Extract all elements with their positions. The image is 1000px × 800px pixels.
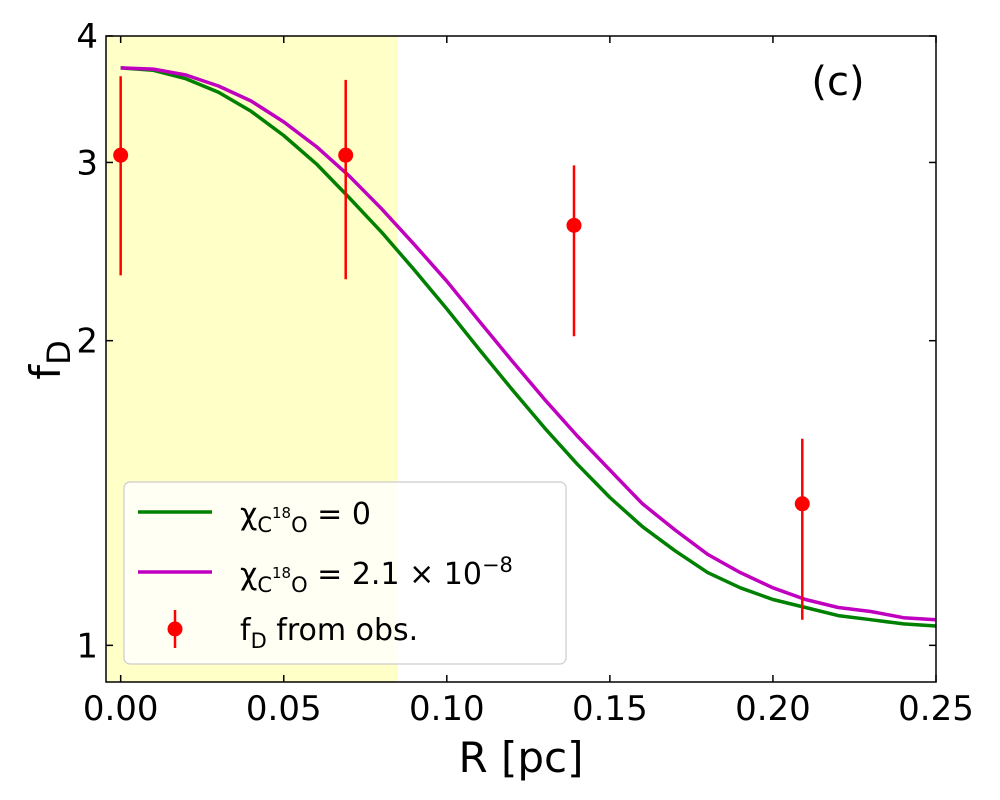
obs-point-2	[566, 217, 582, 233]
series-line-1	[120, 66, 937, 622]
y-axis-label: fD	[21, 340, 78, 379]
curves	[120, 66, 937, 628]
x-tick-label-2: 0.10	[409, 689, 485, 729]
svg-text:fD: fD	[21, 340, 78, 379]
legend: χC18O = 0 χC18O = 2.1 × 10−8 fD from obs…	[123, 481, 567, 665]
y-tick-label-3: 4	[76, 17, 98, 57]
x-tick-label-0: 0.00	[83, 689, 159, 729]
x-tick-label-3: 0.15	[572, 689, 648, 729]
legend-marker	[167, 621, 183, 637]
legend-label-obs: fD from obs.	[240, 613, 418, 653]
observation-points	[113, 76, 810, 620]
panel-label: (c)	[811, 59, 864, 105]
plot-frame	[105, 35, 937, 683]
x-tick-label-5: 0.25	[898, 689, 974, 729]
obs-point-0	[113, 147, 129, 163]
y-axis-label-base: f	[21, 364, 70, 380]
x-axis-label: R [pc]	[458, 733, 583, 782]
x-tick-label-4: 0.20	[735, 689, 811, 729]
y-tick-label-0: 1	[76, 626, 98, 666]
legend-label-magenta: χC18O = 2.1 × 10−8	[240, 553, 513, 597]
obs-point-3	[794, 496, 810, 512]
legend-label-green: χC18O = 0	[240, 497, 371, 537]
y-tick-label-1: 2	[76, 322, 98, 362]
obs-point-1	[338, 147, 354, 163]
legend-box	[123, 481, 567, 665]
y-axis-label-sub: D	[40, 340, 78, 365]
axis-ticks: 0.00 0.05 0.10 0.15 0.20 0.25 1 2 3 4	[76, 17, 973, 729]
x-tick-label-1: 0.05	[246, 689, 322, 729]
series-line-0	[120, 66, 937, 628]
y-tick-label-2: 3	[76, 143, 98, 183]
